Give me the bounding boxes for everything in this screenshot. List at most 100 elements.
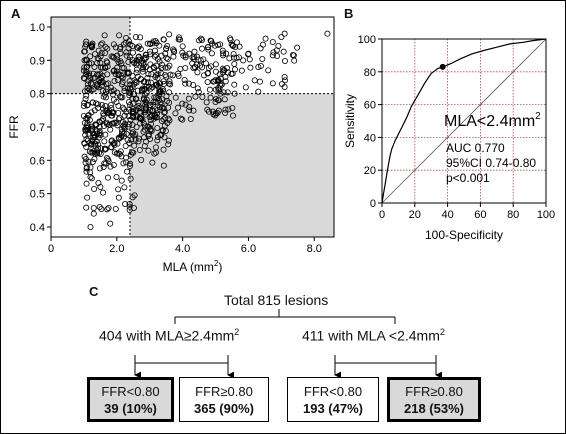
scatter-point <box>204 79 211 86</box>
scatter-point <box>127 175 134 182</box>
scatter-point <box>255 64 262 71</box>
roc-reference-line <box>381 38 547 204</box>
scatter-point <box>208 50 215 57</box>
scatter-point <box>156 42 163 49</box>
y-tick-label: 0.8 <box>30 89 45 101</box>
outcome-box-1-count: 39 (10%) <box>104 401 157 416</box>
scatter-point <box>98 205 105 212</box>
scatter-point <box>89 40 96 47</box>
scatter-point <box>102 44 109 51</box>
scatter-point <box>124 70 131 77</box>
scatter-point <box>83 69 90 76</box>
scatter-point <box>150 38 157 45</box>
x-tick-label: 8.0 <box>307 243 322 255</box>
scatter-point <box>134 45 141 52</box>
scatter-point <box>116 32 123 39</box>
outcome-box-3-ffr: FFR<0.80 <box>303 384 363 399</box>
scatter-point <box>225 106 232 113</box>
scatter-point <box>169 72 176 79</box>
scatter-point <box>121 184 128 191</box>
scatter-point <box>270 49 277 56</box>
scatter-point <box>187 116 194 123</box>
scatter-point <box>115 110 122 117</box>
scatter-point <box>90 210 97 217</box>
scatter-point <box>131 192 138 199</box>
scatter-point <box>186 50 193 57</box>
scatter-point <box>160 78 167 85</box>
scatter-point <box>199 45 206 52</box>
scatter-point <box>269 80 276 87</box>
scatter-point <box>84 85 91 92</box>
scatter-point <box>185 80 192 87</box>
scatter-point <box>165 104 172 111</box>
scatter-point <box>95 84 102 91</box>
scatter-point <box>180 52 187 59</box>
scatter-point <box>97 53 104 60</box>
scatter-point <box>104 59 111 66</box>
scatter-point <box>103 81 110 88</box>
scatter-point <box>91 155 98 162</box>
scatter-point <box>99 189 106 196</box>
scatter-point <box>96 124 103 131</box>
scatter-point <box>139 117 146 124</box>
scatter-point <box>160 162 167 169</box>
scatter-point <box>152 52 159 59</box>
scatter-point <box>190 82 197 89</box>
scatter-point <box>87 53 94 60</box>
scatter-point <box>240 57 247 64</box>
scatter-point <box>99 40 106 47</box>
scatter-point <box>191 48 198 55</box>
scatter-point <box>222 106 229 113</box>
scatter-point <box>166 31 173 38</box>
scatter-point <box>126 102 133 109</box>
scatter-point <box>165 80 172 87</box>
scatter-point <box>83 204 90 211</box>
scatter-point <box>117 134 124 141</box>
scatter-point <box>93 100 100 107</box>
scatter-point <box>281 30 288 37</box>
scatter-point <box>207 94 214 101</box>
scatter-point <box>215 87 222 94</box>
roc-x-tick-label: 80 <box>507 209 519 221</box>
scatter-point <box>86 117 93 124</box>
scatter-point <box>165 137 172 144</box>
scatter-point <box>97 150 104 157</box>
scatter-point <box>227 37 234 44</box>
scatter-point <box>88 44 95 51</box>
x-axis-label: MLA (mm2) <box>163 259 223 274</box>
scatter-point <box>143 83 150 90</box>
scatter-point <box>157 88 164 95</box>
scatter-point <box>269 52 276 59</box>
scatter-point <box>164 98 171 105</box>
scatter-point <box>273 47 280 54</box>
scatter-point <box>124 136 131 143</box>
cutoff-annotation: MLA<2.4mm2 <box>444 111 541 130</box>
scatter-point <box>118 94 125 101</box>
outcome-box-2: FFR≥0.80 365 (90%) <box>179 377 269 422</box>
scatter-point <box>126 162 133 169</box>
scatter-point <box>162 72 169 79</box>
scatter-point <box>175 36 182 43</box>
scatter-point <box>215 107 222 114</box>
scatter-point <box>81 100 88 107</box>
scatter-point <box>126 160 133 167</box>
scatter-point <box>115 186 122 193</box>
scatter-point <box>140 60 147 67</box>
scatter-point <box>226 55 233 62</box>
scatter-point <box>123 35 130 42</box>
roc-curve <box>381 38 547 204</box>
scatter-point <box>156 91 163 98</box>
y-tick-label: 1.0 <box>30 22 45 34</box>
total-bracket <box>174 309 396 324</box>
x-tick-label: 6.0 <box>241 243 256 255</box>
scatter-point <box>135 54 142 61</box>
scatter-point <box>101 64 108 71</box>
scatter-point <box>324 30 331 37</box>
scatter-point <box>129 130 136 137</box>
scatter-point <box>97 60 104 67</box>
y-axis-label: FFR <box>7 115 21 139</box>
flow-right-branch-sup: 2 <box>439 327 445 337</box>
scatter-point <box>142 98 149 105</box>
roc-y-tick-label: 20 <box>364 165 376 177</box>
panel-label-a: A <box>11 6 21 21</box>
